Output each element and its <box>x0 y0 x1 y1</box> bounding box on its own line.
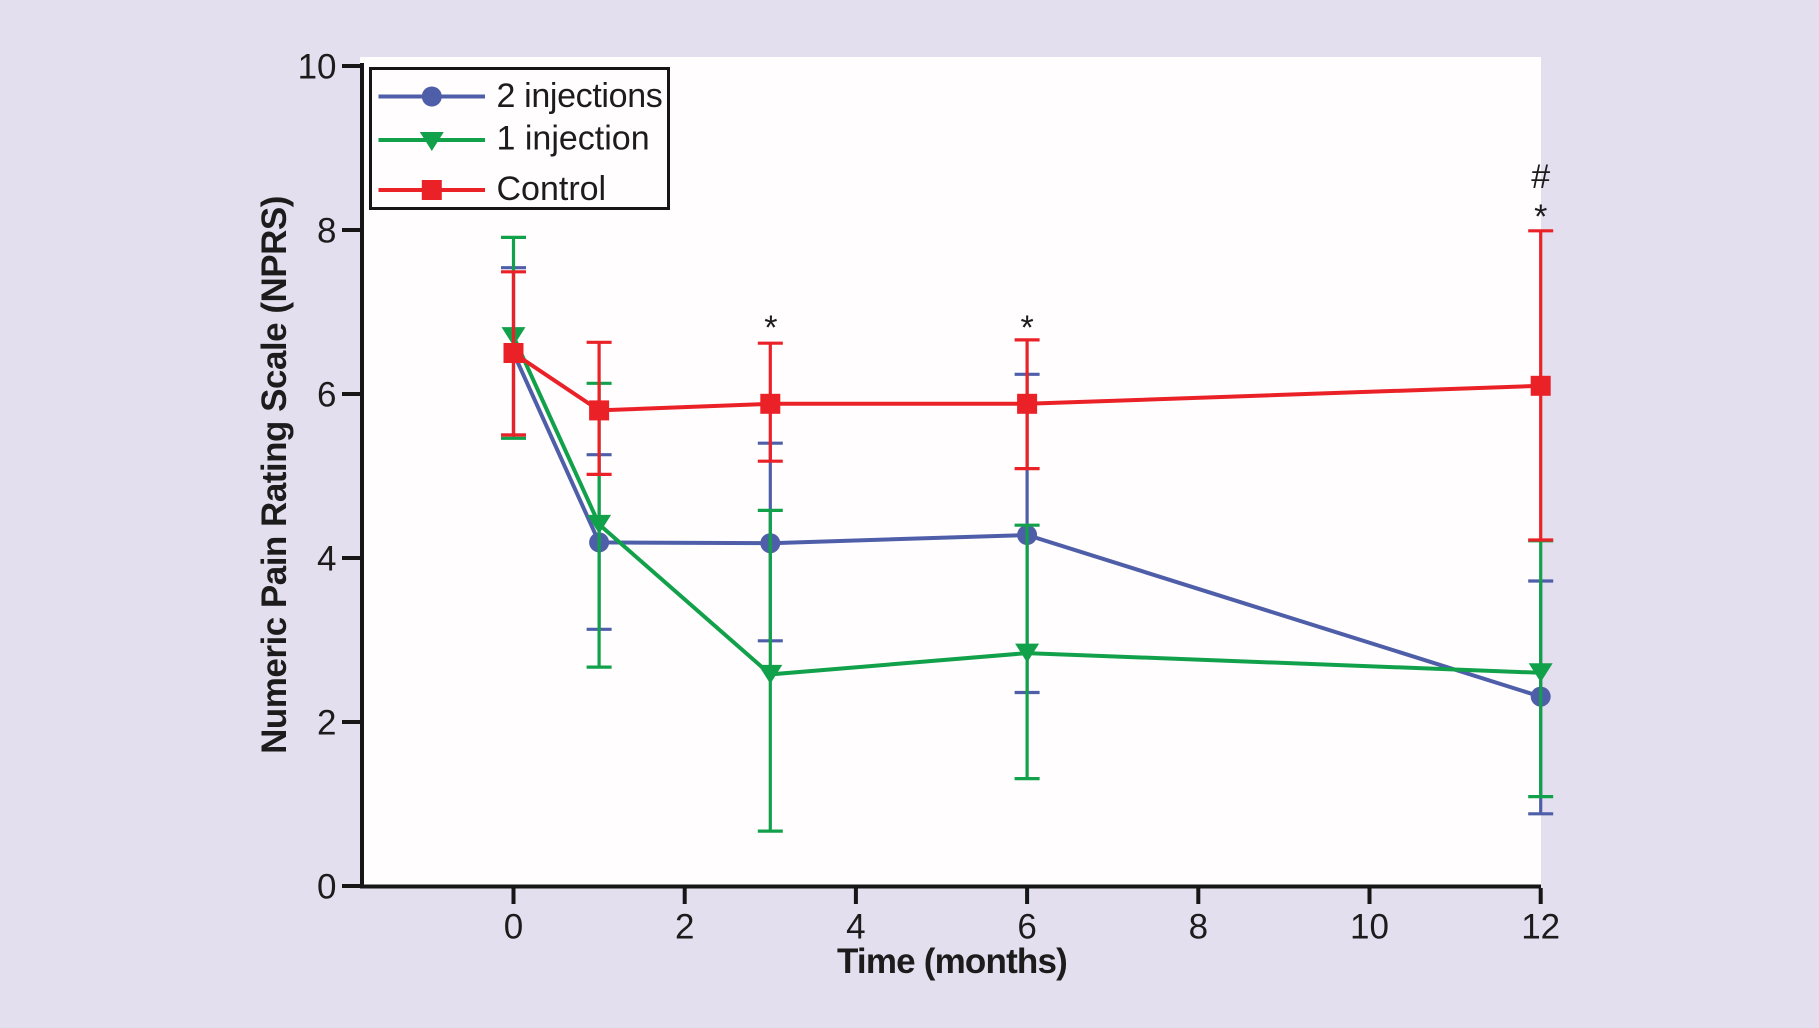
svg-text:10: 10 <box>1350 908 1389 947</box>
svg-text:Time (months): Time (months) <box>837 942 1067 981</box>
svg-text:#: # <box>1531 158 1550 196</box>
svg-text:8: 8 <box>1189 908 1208 947</box>
svg-text:Control: Control <box>497 170 607 208</box>
svg-text:*: * <box>1020 309 1033 347</box>
svg-text:6: 6 <box>1017 908 1036 947</box>
svg-text:4: 4 <box>846 908 865 947</box>
svg-text:*: * <box>764 309 777 347</box>
svg-text:8: 8 <box>317 212 336 251</box>
svg-text:12: 12 <box>1521 908 1560 947</box>
svg-text:2: 2 <box>317 704 336 743</box>
svg-text:0: 0 <box>317 868 336 907</box>
svg-text:1 injection: 1 injection <box>497 120 650 158</box>
svg-text:*: * <box>1534 198 1547 236</box>
svg-text:4: 4 <box>317 540 336 579</box>
svg-text:Numeric Pain Rating Scale (NPR: Numeric Pain Rating Scale (NPRS) <box>255 196 294 754</box>
svg-text:0: 0 <box>504 908 523 947</box>
svg-text:2: 2 <box>675 908 694 947</box>
svg-text:6: 6 <box>317 376 336 415</box>
svg-text:10: 10 <box>298 48 337 87</box>
svg-text:2 injections: 2 injections <box>497 77 663 115</box>
